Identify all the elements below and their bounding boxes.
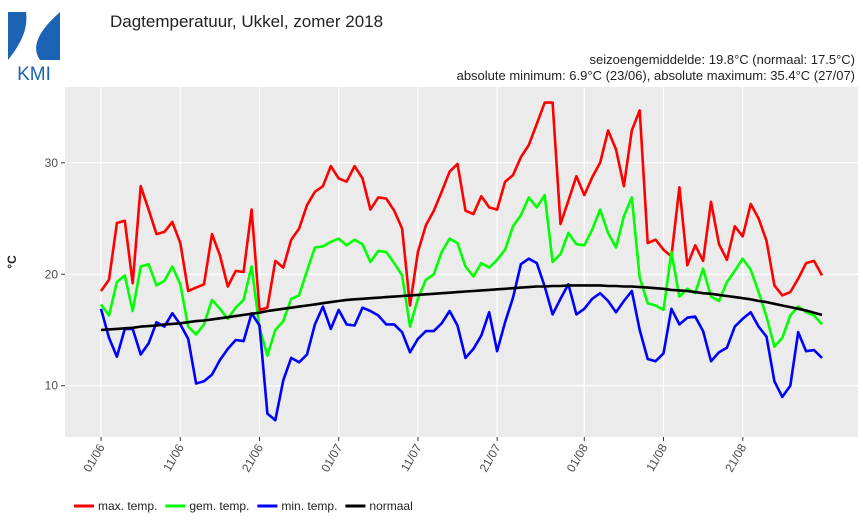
x-tick-label: 21/08 bbox=[722, 441, 749, 474]
logo-text: KMI bbox=[17, 64, 51, 85]
series-line bbox=[100, 284, 823, 332]
legend-label: max. temp. bbox=[98, 499, 157, 513]
y-axis-label: °C bbox=[5, 255, 19, 269]
subtitle: absolute minimum: 6.9°C (23/06), absolut… bbox=[457, 68, 855, 83]
x-tick-label: 01/07 bbox=[318, 441, 345, 474]
x-tick-label: 01/06 bbox=[81, 441, 108, 474]
series-line bbox=[99, 257, 823, 422]
chart-title: Dagtemperatuur, Ukkel, zomer 2018 bbox=[110, 12, 383, 31]
legend-label: min. temp. bbox=[281, 499, 337, 513]
legend-label: gem. temp. bbox=[189, 499, 249, 513]
panel bbox=[65, 87, 858, 437]
x-tick-label: 11/08 bbox=[643, 441, 670, 474]
logo: KMI bbox=[8, 12, 60, 85]
legend-label: normaal bbox=[369, 499, 412, 513]
subtitle: seizoengemiddelde: 19.8°C (normaal: 17.5… bbox=[590, 52, 855, 67]
series-line bbox=[99, 193, 823, 357]
y-tick-label: 20 bbox=[45, 267, 59, 281]
x-tick-label: 01/08 bbox=[564, 441, 591, 474]
y-tick-label: 10 bbox=[45, 379, 59, 393]
series-line bbox=[99, 101, 824, 312]
x-tick-label: 21/07 bbox=[477, 441, 504, 474]
x-tick-label: 21/06 bbox=[239, 441, 266, 474]
x-tick-label: 11/06 bbox=[160, 441, 187, 474]
x-tick-label: 11/07 bbox=[398, 441, 425, 474]
y-tick-label: 30 bbox=[45, 156, 59, 170]
